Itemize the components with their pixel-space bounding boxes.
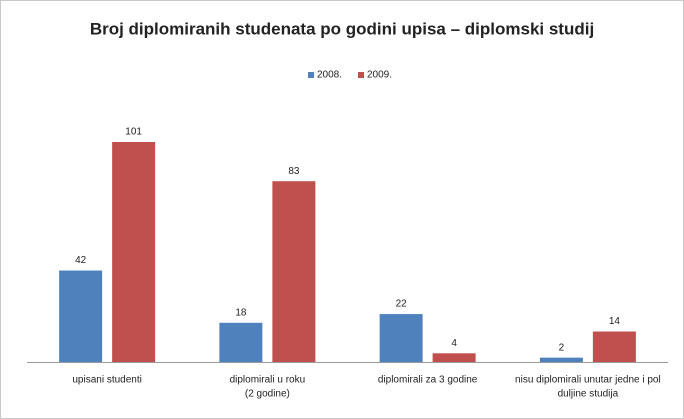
data-label: 42 [75,255,87,266]
data-label: 101 [125,127,142,138]
x-tick-label: nisu diplomirali unutar jedne i pol [515,375,661,386]
bar [379,314,423,362]
x-tick-label: (2 godine) [245,389,290,400]
data-label: 4 [451,338,457,349]
legend-swatch [308,72,314,78]
x-tick-label: diplomirali za 3 godine [378,375,478,386]
bar [539,357,583,362]
x-tick-label: duljine studija [558,389,619,400]
bar [592,331,636,362]
chart-title: Broj diplomiranih studenata po godini up… [90,19,594,38]
x-tick-label: diplomirali u roku [230,375,306,386]
bar [59,270,103,362]
legend-swatch [358,72,364,78]
bar [219,322,263,362]
data-label: 2 [559,342,565,353]
data-label: 14 [609,316,621,327]
bar [432,353,476,362]
bar [272,181,316,362]
data-label: 18 [235,307,247,318]
x-tick-label: upisani studenti [72,375,142,386]
legend-label: 2008. [317,70,342,81]
data-label: 22 [396,299,408,310]
legend-label: 2009. [367,70,392,81]
data-label: 83 [288,166,300,177]
bar [112,142,156,362]
